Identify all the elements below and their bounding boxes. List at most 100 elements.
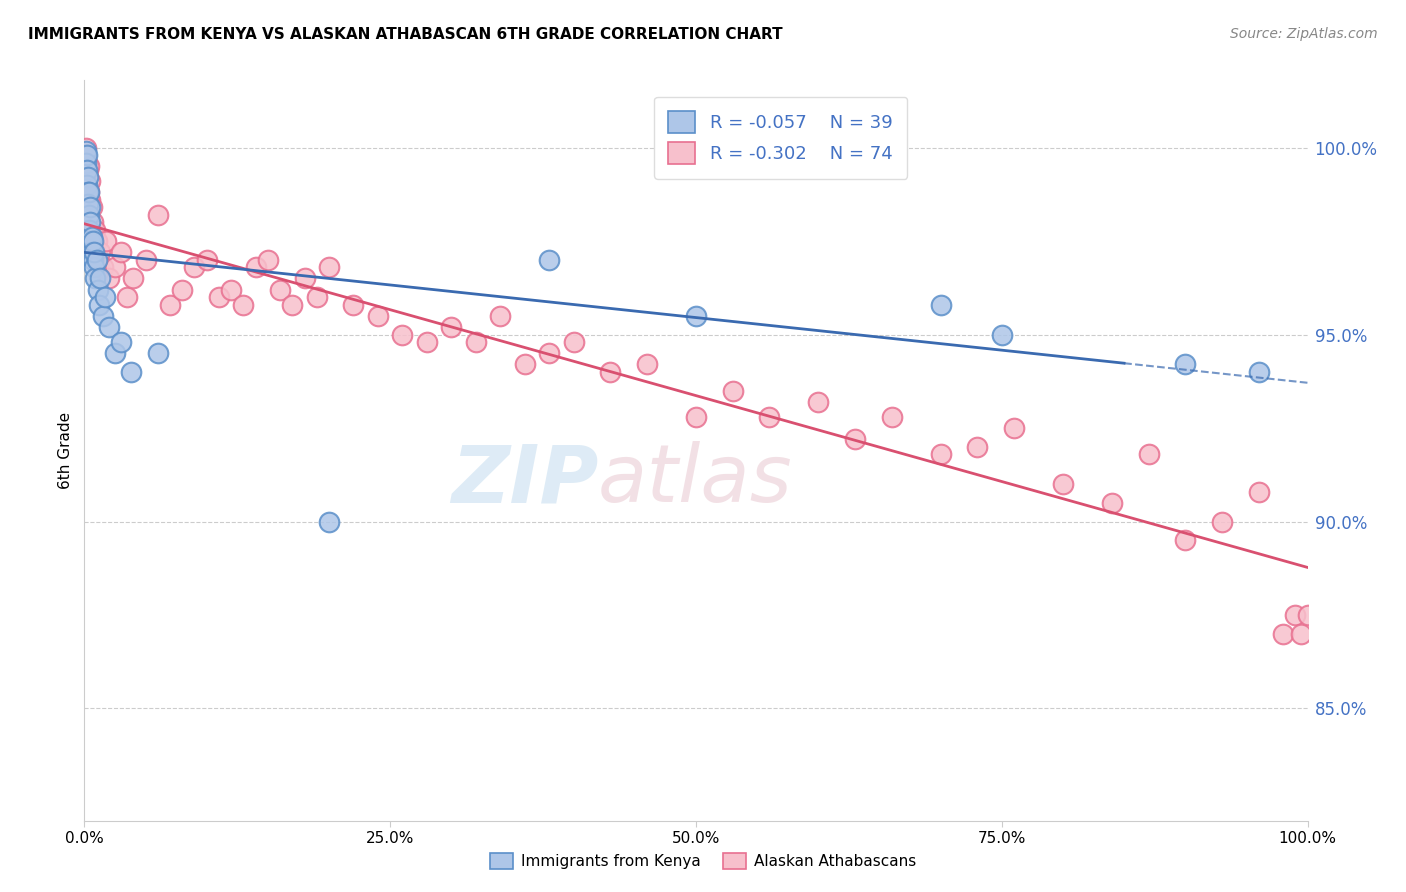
Point	[538, 346, 561, 360]
Point	[82, 234, 104, 248]
Point	[96, 234, 118, 248]
Point	[807, 395, 830, 409]
Point	[1174, 533, 1197, 548]
Point	[758, 409, 780, 424]
Point	[966, 440, 988, 454]
Point	[77, 163, 100, 178]
Text: ZIP: ZIP	[451, 441, 598, 519]
Point	[80, 201, 103, 215]
Point	[86, 252, 108, 267]
Point	[1272, 626, 1295, 640]
Point	[79, 174, 101, 188]
Point	[685, 409, 707, 424]
Point	[84, 271, 107, 285]
Point	[208, 290, 231, 304]
Text: Source: ZipAtlas.com: Source: ZipAtlas.com	[1230, 27, 1378, 41]
Point	[80, 223, 103, 237]
Point	[80, 245, 103, 260]
Point	[1296, 607, 1319, 622]
Point	[318, 260, 340, 275]
Point	[83, 260, 105, 275]
Point	[82, 252, 104, 267]
Point	[1101, 496, 1123, 510]
Point	[1291, 626, 1313, 640]
Point	[77, 223, 100, 237]
Point	[929, 298, 952, 312]
Point	[721, 384, 744, 398]
Point	[464, 334, 486, 349]
Point	[91, 309, 114, 323]
Point	[120, 365, 142, 379]
Point	[110, 334, 132, 349]
Y-axis label: 6th Grade: 6th Grade	[58, 412, 73, 489]
Point	[82, 215, 104, 229]
Text: IMMIGRANTS FROM KENYA VS ALASKAN ATHABASCAN 6TH GRADE CORRELATION CHART: IMMIGRANTS FROM KENYA VS ALASKAN ATHABAS…	[28, 27, 783, 42]
Point	[94, 290, 117, 304]
Point	[87, 298, 110, 312]
Point	[880, 409, 903, 424]
Point	[91, 260, 114, 275]
Point	[1247, 484, 1270, 499]
Point	[76, 163, 98, 178]
Point	[844, 432, 866, 446]
Point	[416, 334, 439, 349]
Point	[538, 252, 561, 267]
Point	[75, 145, 97, 159]
Point	[89, 271, 111, 285]
Point	[83, 230, 105, 244]
Point	[83, 245, 105, 260]
Point	[159, 298, 181, 312]
Point	[135, 252, 157, 267]
Point	[86, 234, 108, 248]
Point	[122, 271, 145, 285]
Point	[562, 334, 585, 349]
Point	[75, 140, 97, 154]
Point	[79, 234, 101, 248]
Point	[245, 260, 267, 275]
Point	[257, 252, 280, 267]
Point	[76, 170, 98, 185]
Point	[76, 178, 98, 192]
Point	[77, 186, 100, 200]
Point	[79, 215, 101, 229]
Point	[79, 201, 101, 215]
Point	[77, 186, 100, 200]
Point	[367, 309, 389, 323]
Point	[76, 148, 98, 162]
Point	[513, 358, 536, 372]
Point	[342, 298, 364, 312]
Point	[232, 298, 254, 312]
Point	[636, 358, 658, 372]
Point	[87, 283, 110, 297]
Point	[391, 327, 413, 342]
Point	[75, 155, 97, 169]
Point	[146, 346, 169, 360]
Point	[195, 252, 218, 267]
Point	[146, 208, 169, 222]
Point	[318, 515, 340, 529]
Point	[1002, 421, 1025, 435]
Legend: Immigrants from Kenya, Alaskan Athabascans: Immigrants from Kenya, Alaskan Athabasca…	[484, 847, 922, 875]
Point	[110, 245, 132, 260]
Point	[77, 196, 100, 211]
Point	[991, 327, 1014, 342]
Point	[1211, 515, 1233, 529]
Point	[77, 186, 100, 200]
Point	[77, 208, 100, 222]
Point	[115, 290, 138, 304]
Point	[97, 271, 120, 285]
Point	[440, 320, 463, 334]
Point	[84, 223, 107, 237]
Point	[599, 365, 621, 379]
Point	[1247, 365, 1270, 379]
Point	[87, 260, 110, 275]
Point	[76, 155, 98, 169]
Point	[269, 283, 291, 297]
Point	[685, 309, 707, 323]
Point	[104, 260, 127, 275]
Point	[294, 271, 316, 285]
Point	[1174, 358, 1197, 372]
Point	[77, 182, 100, 196]
Point	[929, 447, 952, 461]
Legend: R = -0.057    N = 39, R = -0.302    N = 74: R = -0.057 N = 39, R = -0.302 N = 74	[654, 96, 907, 178]
